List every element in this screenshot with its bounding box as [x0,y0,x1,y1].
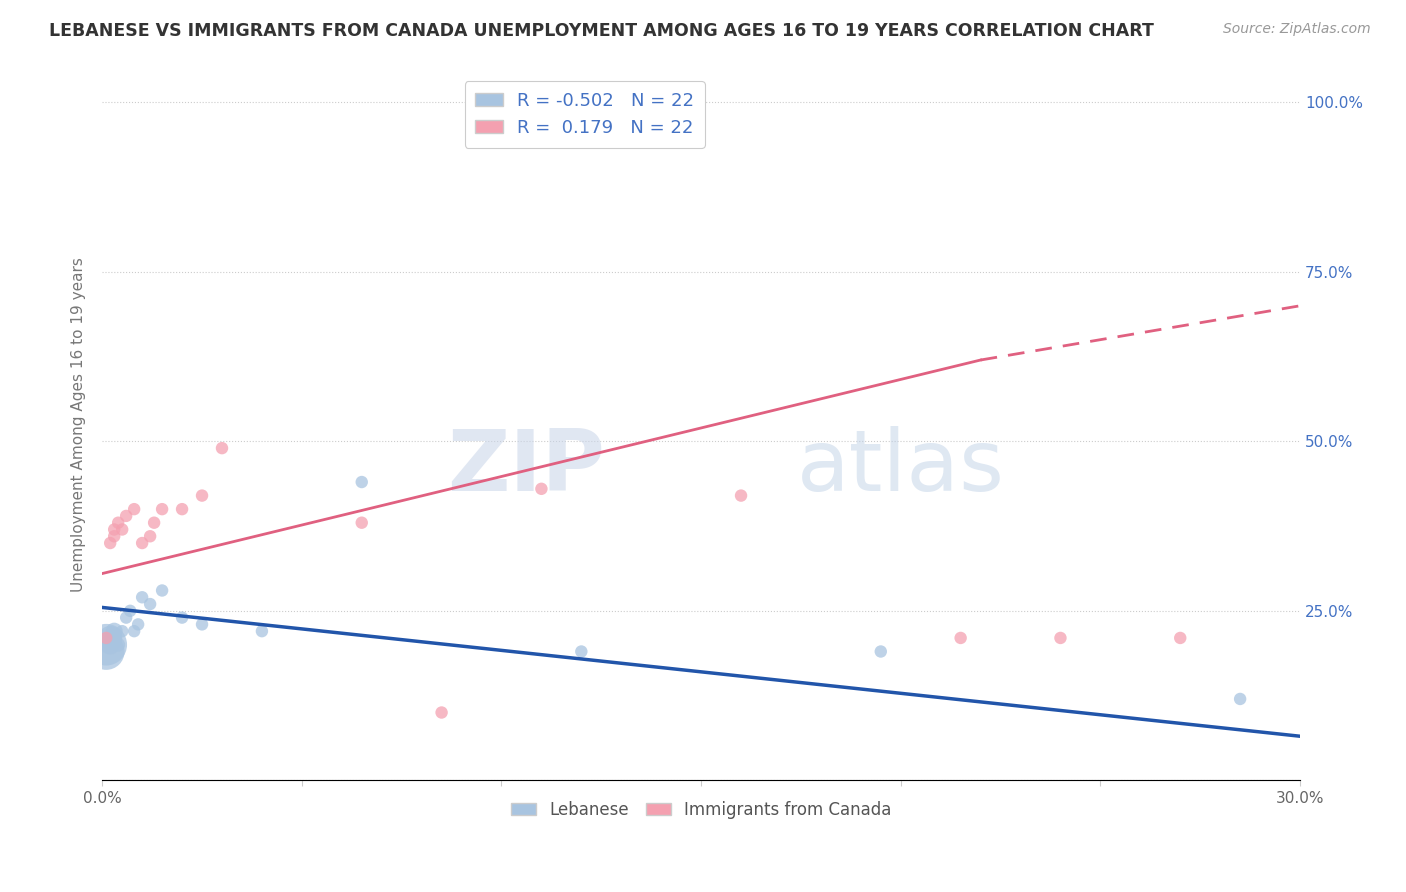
Point [170,502,193,516]
Point [98,631,121,645]
Point [430,706,453,720]
Point [150,583,173,598]
Point [115,610,138,624]
Point [139,597,162,611]
Text: Source: ZipAtlas.com: Source: ZipAtlas.com [1223,22,1371,37]
Point [103,523,125,537]
Point [569,644,592,658]
Point [103,529,125,543]
Point [150,502,173,516]
Point [98,536,121,550]
Point [96,638,118,652]
Point [96,631,118,645]
Text: LEBANESE VS IMMIGRANTS FROM CANADA UNEMPLOYMENT AMONG AGES 16 TO 19 YEARS CORREL: LEBANESE VS IMMIGRANTS FROM CANADA UNEMP… [49,22,1154,40]
Point [143,516,166,530]
Point [869,644,891,658]
Point [1168,631,1191,645]
Point [131,591,153,605]
Point [107,516,129,530]
Point [115,508,138,523]
Text: atlas: atlas [797,425,1005,508]
Point [122,502,145,516]
Point [949,631,972,645]
Point [122,624,145,639]
Point [103,631,125,645]
Point [98,638,121,652]
Text: ZIP: ZIP [447,425,606,508]
Point [170,610,193,624]
Point [1229,692,1251,706]
Legend: Lebanese, Immigrants from Canada: Lebanese, Immigrants from Canada [505,794,898,825]
Point [111,624,134,639]
Point [350,475,373,489]
Point [191,617,214,632]
Point [103,624,125,639]
Point [350,516,373,530]
Point [96,644,118,658]
Point [107,638,129,652]
Point [191,489,214,503]
Y-axis label: Unemployment Among Ages 16 to 19 years: Unemployment Among Ages 16 to 19 years [72,257,86,592]
Point [250,624,273,639]
Point [111,523,134,537]
Point [139,529,162,543]
Point [131,536,153,550]
Point [530,482,553,496]
Point [127,617,149,632]
Point [1049,631,1071,645]
Point [211,441,233,455]
Point [120,604,142,618]
Point [730,489,752,503]
